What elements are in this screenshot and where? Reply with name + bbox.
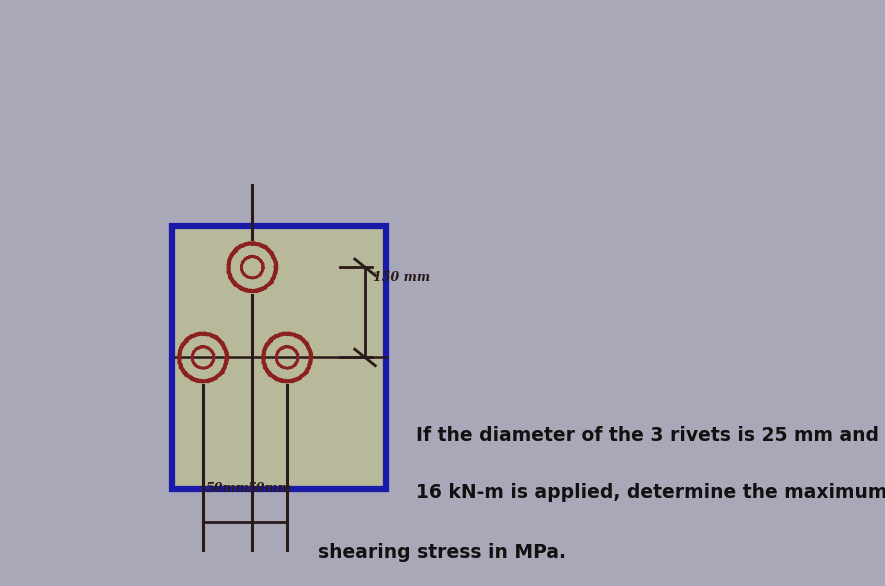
Text: shearing stress in MPa.: shearing stress in MPa. xyxy=(319,543,566,562)
Text: 16 kN-m is applied, determine the maximum torsional: 16 kN-m is applied, determine the maximu… xyxy=(416,483,885,502)
Bar xyxy=(173,226,386,489)
Text: If the diameter of the 3 rivets is 25 mm and a torque of: If the diameter of the 3 rivets is 25 mm… xyxy=(416,427,885,445)
Text: 50mm: 50mm xyxy=(248,482,292,495)
Text: 150 mm: 150 mm xyxy=(373,271,430,284)
Text: 50mm: 50mm xyxy=(205,482,250,495)
